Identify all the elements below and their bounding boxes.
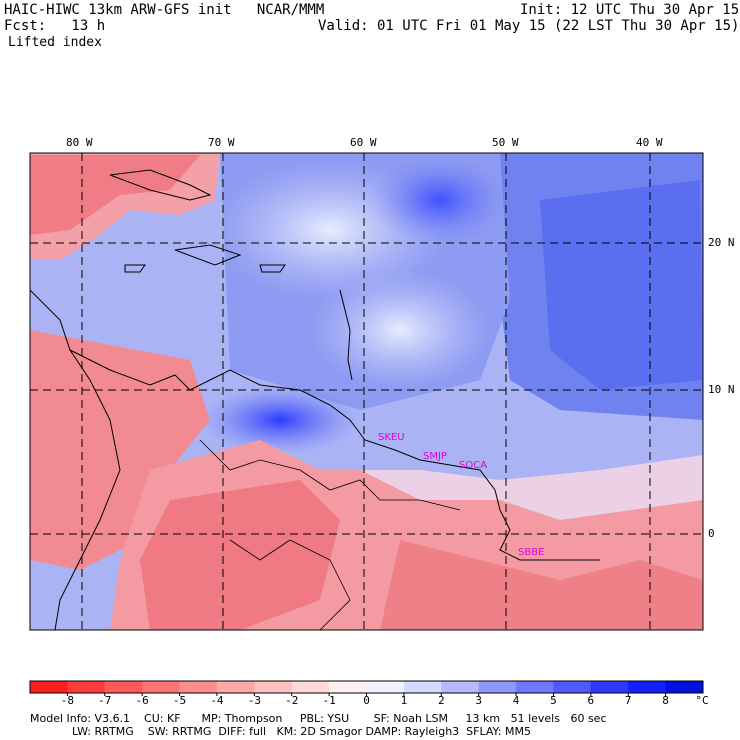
colorbar-tick-label: 4 (512, 694, 520, 707)
colorbar-tick-label: -6 (135, 694, 149, 707)
lon-label-80w: 80 W (66, 136, 93, 149)
colorbar-tick-label: 8 (662, 694, 669, 707)
unstable-core-se (380, 540, 703, 630)
colorbar-swatch (329, 681, 367, 693)
lon-label-40w: 40 W (636, 136, 663, 149)
colorbar-swatch (254, 681, 293, 693)
lat-label-10n: 10 N (708, 383, 735, 396)
coastline-puerto-rico (259, 264, 286, 273)
model-info-line2: LW: RRTMG SW: RRTMG DIFF: full KM: 2D Sm… (30, 725, 531, 738)
colorbar-tick-label: -7 (98, 694, 112, 707)
colorbar-swatch (628, 681, 667, 693)
colorbar-tick-label: 5 (550, 694, 557, 707)
stable-core-north (370, 155, 510, 245)
colorbar-tick-label: -3 (247, 694, 261, 707)
border-lines (199, 439, 461, 511)
colorbar-tick-label: 0 (363, 694, 370, 707)
coastline-west (30, 289, 121, 630)
station-skeu: SKEU (378, 432, 405, 443)
colorbar-swatch (478, 681, 517, 693)
unstable-core-south (140, 480, 340, 630)
colorbar-swatch (216, 681, 255, 693)
map-frame (29, 152, 704, 631)
lon-label-70w: 70 W (208, 136, 235, 149)
colorbar-swatch (665, 681, 704, 693)
colorbar-tick-label: 7 (624, 694, 632, 707)
colorbar-tick-label: 3 (475, 694, 482, 707)
colorbar-swatch (104, 681, 143, 693)
lon-label-50w: 50 W (492, 136, 519, 149)
colorbar-swatch (366, 681, 405, 693)
coastline-jamaica (124, 264, 146, 273)
stable-core-venezuela (200, 385, 360, 455)
valid-time: Valid: 01 UTC Fri 01 May 15 (22 LST Thu … (318, 18, 740, 34)
colorbar-swatch (179, 681, 218, 693)
model-title: HAIC-HIWC 13km ARW-GFS init NCAR/MMM (4, 2, 325, 18)
colorbar-swatch (553, 681, 592, 693)
colorbar-tick-label: -2 (285, 694, 299, 707)
graticule (30, 153, 703, 630)
lat-label-20n: 20 N (708, 236, 735, 249)
init-time: Init: 12 UTC Thu 30 Apr 15 (520, 2, 740, 18)
colorbar-swatch (403, 681, 442, 693)
colorbar-swatch (441, 681, 480, 693)
colorbar-unit: °C (695, 694, 709, 707)
transition-zone (360, 455, 703, 520)
coastline-hispaniola (174, 244, 242, 266)
colorbar-tick-label: -4 (210, 694, 224, 707)
station-smjp: SMJP (423, 451, 447, 462)
forecast-hour: Fcst: 13 h (4, 18, 106, 34)
station-sbbe: SBBE (518, 547, 545, 558)
lat-label-0: 0 (708, 527, 715, 540)
colorbar-tick-label: 1 (400, 694, 408, 707)
unstable-core-nw (30, 155, 200, 235)
stable-core-east (540, 180, 703, 390)
colorbar-tick-label: -5 (172, 694, 187, 707)
field-name: Lifted index (8, 35, 102, 50)
colorbar-swatch (516, 681, 554, 693)
coastline-south-america (69, 349, 600, 561)
coastline-cuba (109, 169, 212, 201)
border-lines-2 (229, 539, 351, 630)
light-patch-2 (310, 270, 490, 390)
colorbar-swatch (590, 681, 629, 693)
colorbar-swatch (30, 681, 68, 693)
colorbar-swatch (142, 681, 181, 693)
model-info-line1: Model Info: V3.6.1 CU: KF MP: Thompson P… (30, 712, 607, 725)
coastline-lesser-antilles (339, 289, 353, 381)
colorbar-tick-label: 6 (587, 694, 595, 707)
colorbar-swatch (67, 681, 106, 693)
colorbar (29, 680, 704, 696)
colorbar-tick-label: 2 (437, 694, 445, 707)
colorbar-swatch (291, 681, 330, 693)
colorbar-tick-label: -8 (60, 694, 74, 707)
station-soca: SOCA (459, 460, 488, 471)
lon-label-60w: 60 W (350, 136, 377, 149)
colorbar-tick-label: -1 (322, 694, 336, 707)
